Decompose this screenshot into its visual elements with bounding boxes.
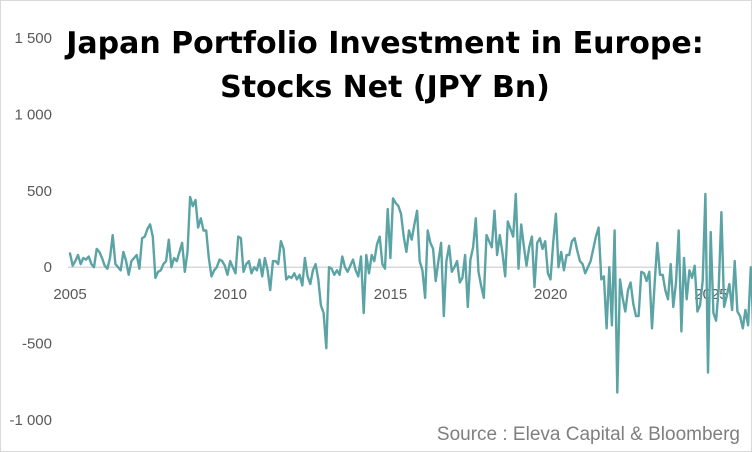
chart-title-line1: Japan Portfolio Investment in Europe: xyxy=(66,26,704,61)
y-tick-label: 1 500 xyxy=(14,30,52,47)
y-tick-label: 1 000 xyxy=(14,106,52,123)
x-tick-label: 2010 xyxy=(214,286,247,303)
chart-title-line2: Stocks Net (JPY Bn) xyxy=(220,70,550,105)
series-line xyxy=(68,192,752,394)
y-tick-label: -500 xyxy=(22,336,52,353)
x-tick-label: 2015 xyxy=(374,286,407,303)
y-axis-ticks: 1 500 1 000 500 0 -500 -1 000 xyxy=(9,30,52,429)
x-tick-label: 2005 xyxy=(53,286,86,303)
y-tick-label: 500 xyxy=(27,183,52,200)
y-tick-label: -1 000 xyxy=(9,412,52,429)
y-tick-label: 0 xyxy=(44,259,52,276)
chart-title: Japan Portfolio Investment in Europe: St… xyxy=(50,22,720,110)
x-tick-label: 2020 xyxy=(534,286,567,303)
source-note: Source : Eleva Capital & Bloomberg xyxy=(436,424,740,445)
